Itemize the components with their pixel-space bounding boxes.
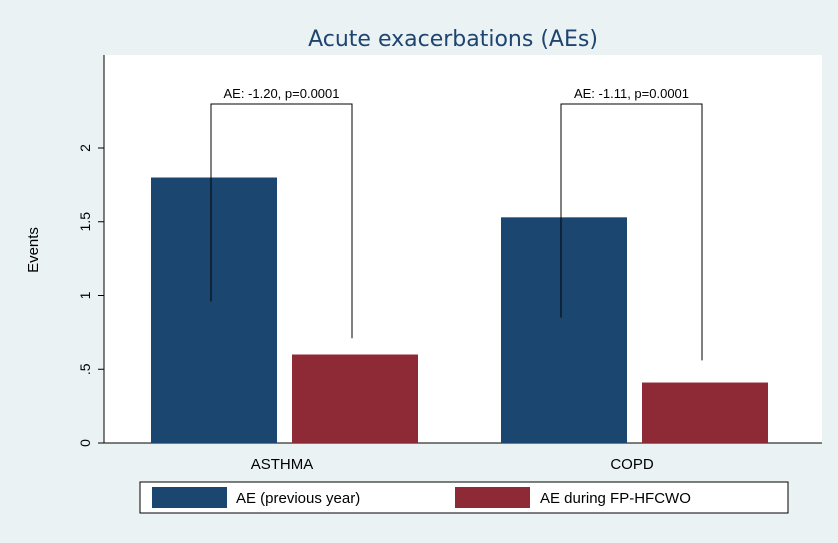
legend: AE (previous year) AE during FP-HFCWO (139, 481, 789, 514)
bar-asthma-series-2 (292, 354, 418, 443)
y-ticks: 0 .5 1 1.5 2 (77, 144, 104, 447)
y-tick-label: .5 (77, 363, 93, 375)
significance-bracket (210, 103, 353, 339)
significance-label: AE: -1.20, p=0.0001 (223, 86, 339, 101)
y-axis-title: Events (25, 227, 42, 273)
chart-title: Acute exacerbations (AEs) (308, 27, 598, 52)
bar-copd-series-2 (642, 382, 768, 443)
bar-asthma-series-1 (151, 177, 277, 443)
y-tick-label: 1 (77, 291, 93, 299)
legend-label: AE during FP-HFCWO (540, 490, 691, 507)
bar-copd-series-1 (501, 217, 627, 443)
legend-swatch (455, 487, 530, 508)
x-category-label: ASTHMA (251, 456, 314, 473)
y-tick-label: 1.5 (77, 212, 93, 232)
bars-group (151, 177, 768, 443)
y-tick-label: 2 (77, 144, 93, 152)
category-labels: ASTHMA COPD (251, 456, 654, 473)
legend-swatch (152, 487, 227, 508)
x-category-label: COPD (610, 456, 654, 473)
significance-label: AE: -1.11, p=0.0001 (574, 86, 689, 101)
legend-label: AE (previous year) (236, 490, 360, 507)
y-tick-label: 0 (77, 439, 93, 447)
annotations-group: AE: -1.20, p=0.0001 AE: -1.11, p=0.0001 (210, 86, 703, 361)
significance-bracket (560, 103, 703, 361)
